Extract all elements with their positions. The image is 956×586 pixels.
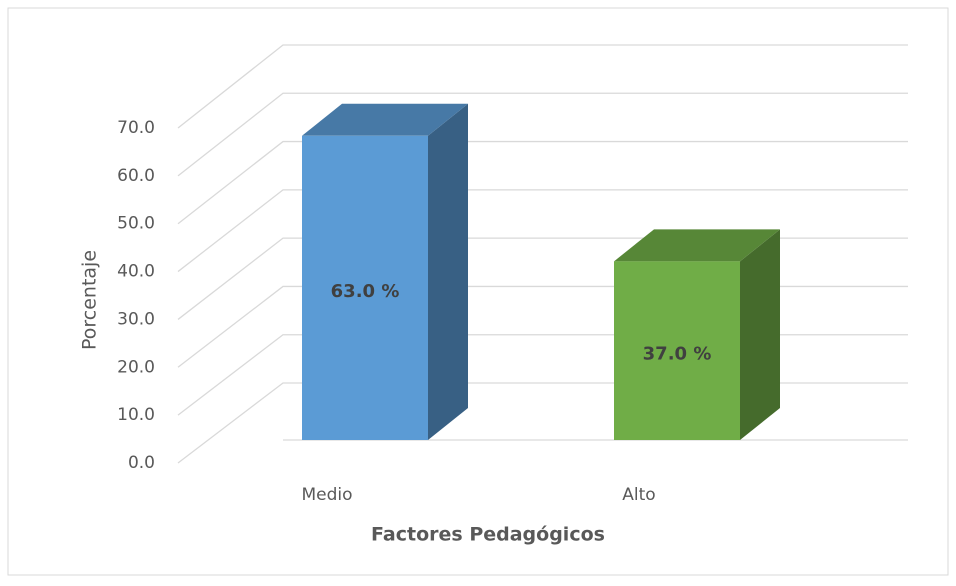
- grid-line: [177, 44, 908, 129]
- y-tick-label: 30.0: [117, 309, 155, 329]
- x-tick-label: Medio: [301, 485, 352, 505]
- y-axis-title: Porcentaje: [79, 250, 101, 350]
- bar-side: [428, 103, 468, 441]
- y-tick-label: 60.0: [117, 166, 155, 186]
- value-label: 37.0 %: [643, 344, 712, 365]
- y-tick-label: 0.0: [128, 453, 155, 473]
- grid-line: [177, 189, 908, 273]
- value-label: 63.0 %: [331, 281, 400, 302]
- x-tick-label: Alto: [622, 485, 655, 505]
- bar-top: [302, 103, 468, 136]
- grid-line: [177, 140, 908, 225]
- y-tick-label: 40.0: [117, 262, 155, 282]
- bar: [302, 135, 428, 441]
- y-tick-label: 70.0: [117, 118, 155, 138]
- y-tick-label: 10.0: [117, 405, 155, 425]
- bar-top: [614, 229, 780, 262]
- bar: [614, 261, 740, 440]
- y-tick-label: 20.0: [117, 357, 155, 377]
- bar-side: [740, 229, 780, 440]
- grid-line: [177, 92, 908, 177]
- x-axis-title: Factores Pedagógicos: [371, 524, 605, 546]
- y-tick-label: 50.0: [117, 214, 155, 234]
- chart-frame: [7, 7, 949, 576]
